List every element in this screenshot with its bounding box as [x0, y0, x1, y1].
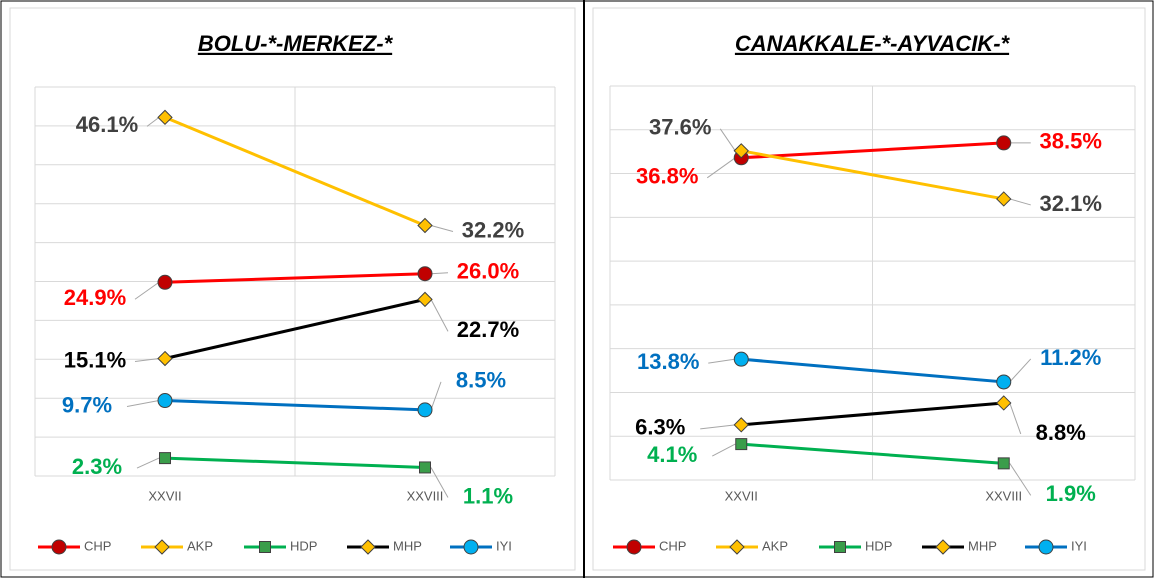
point [997, 457, 1010, 470]
point [996, 395, 1012, 411]
point [735, 438, 748, 451]
leader-line [146, 116, 160, 127]
legend-marker [360, 539, 376, 555]
series-line [164, 115, 426, 227]
series-line [164, 456, 426, 469]
leader-line [136, 457, 160, 469]
legend-marker [626, 539, 642, 555]
legend-label: MHP [968, 538, 997, 553]
point [419, 461, 431, 474]
value-label: 46.1% [76, 112, 138, 137]
series-line [740, 149, 1005, 201]
legend-label: MHP [393, 538, 422, 553]
value-label: 2.3% [72, 454, 122, 479]
legend-label: HDP [865, 538, 892, 553]
point [996, 191, 1012, 207]
legend-marker [729, 539, 745, 555]
legend-label: CHP [84, 538, 111, 553]
legend-label: IYI [496, 538, 512, 553]
value-label: 1.1% [463, 483, 513, 508]
leader-line [430, 467, 449, 498]
leader-line [134, 358, 160, 363]
value-label: 8.8% [1036, 420, 1086, 445]
legend-marker [259, 541, 271, 553]
legend-label: CHP [659, 538, 686, 553]
series-line [741, 357, 1004, 384]
x-tick-label: XXVIII [985, 488, 1022, 503]
legend-label: AKP [187, 538, 213, 553]
point [157, 274, 173, 290]
value-label: 37.6% [649, 115, 711, 140]
legend-marker [51, 539, 67, 555]
leader-line [430, 225, 454, 232]
point [159, 452, 171, 465]
point [417, 402, 433, 418]
legend-label: HDP [290, 538, 317, 553]
leader-line [430, 299, 449, 332]
legend-marker [463, 539, 479, 555]
value-label: 4.1% [647, 442, 697, 467]
leader-line [1009, 198, 1031, 206]
series-line [164, 297, 426, 360]
leader-line [126, 400, 160, 408]
leader-line [1009, 402, 1022, 435]
series-line [164, 399, 426, 412]
chart-border [592, 7, 1146, 571]
value-label: 11.2% [1040, 345, 1101, 370]
value-label: 26.0% [457, 259, 519, 284]
series-line [164, 272, 426, 284]
point [417, 266, 433, 282]
x-tick-label: XXVIII [407, 488, 444, 503]
value-label: 24.9% [64, 285, 126, 310]
point [157, 109, 173, 126]
series-line [741, 442, 1004, 465]
point [157, 350, 173, 367]
leader-line [719, 128, 736, 152]
value-label: 32.1% [1040, 191, 1102, 216]
chart-border [9, 7, 576, 571]
value-label: 6.3% [635, 415, 685, 440]
value-label: 36.8% [636, 164, 698, 189]
legend-label: IYI [1071, 538, 1087, 553]
series-line [741, 401, 1004, 427]
point [157, 393, 173, 409]
leader-line [430, 272, 449, 275]
chart-title: CANAKKALE-*-AYVACIK-* [735, 31, 1011, 56]
point [417, 217, 433, 234]
point [996, 374, 1012, 390]
legend-label: AKP [762, 538, 788, 553]
value-label: 15.1% [64, 347, 126, 372]
value-label: 1.9% [1046, 481, 1096, 506]
leader-line [700, 424, 736, 430]
x-tick-label: XXVII [725, 488, 758, 503]
leader-line [708, 358, 736, 364]
value-label: 22.7% [457, 317, 519, 342]
point [417, 291, 433, 308]
legend-marker [1038, 539, 1054, 555]
series-line [741, 141, 1004, 160]
legend-marker [154, 539, 170, 555]
value-label: 8.5% [456, 368, 506, 393]
value-label: 13.8% [637, 349, 699, 374]
value-label: 9.7% [62, 392, 112, 417]
legend-marker [834, 541, 846, 553]
point [733, 417, 749, 433]
legend-marker [935, 539, 951, 555]
value-label: 38.5% [1040, 129, 1102, 154]
chart-title: BOLU-*-MERKEZ-* [198, 31, 394, 56]
point [733, 351, 749, 367]
leader-line [712, 443, 736, 457]
x-tick-label: XXVII [148, 488, 181, 503]
leader-line [1009, 358, 1032, 383]
leader-line [1009, 463, 1032, 496]
point [733, 143, 749, 159]
leader-line [134, 281, 160, 300]
value-label: 32.2% [462, 217, 524, 242]
point [996, 135, 1012, 151]
leader-line [430, 381, 442, 411]
leader-line [706, 157, 736, 179]
